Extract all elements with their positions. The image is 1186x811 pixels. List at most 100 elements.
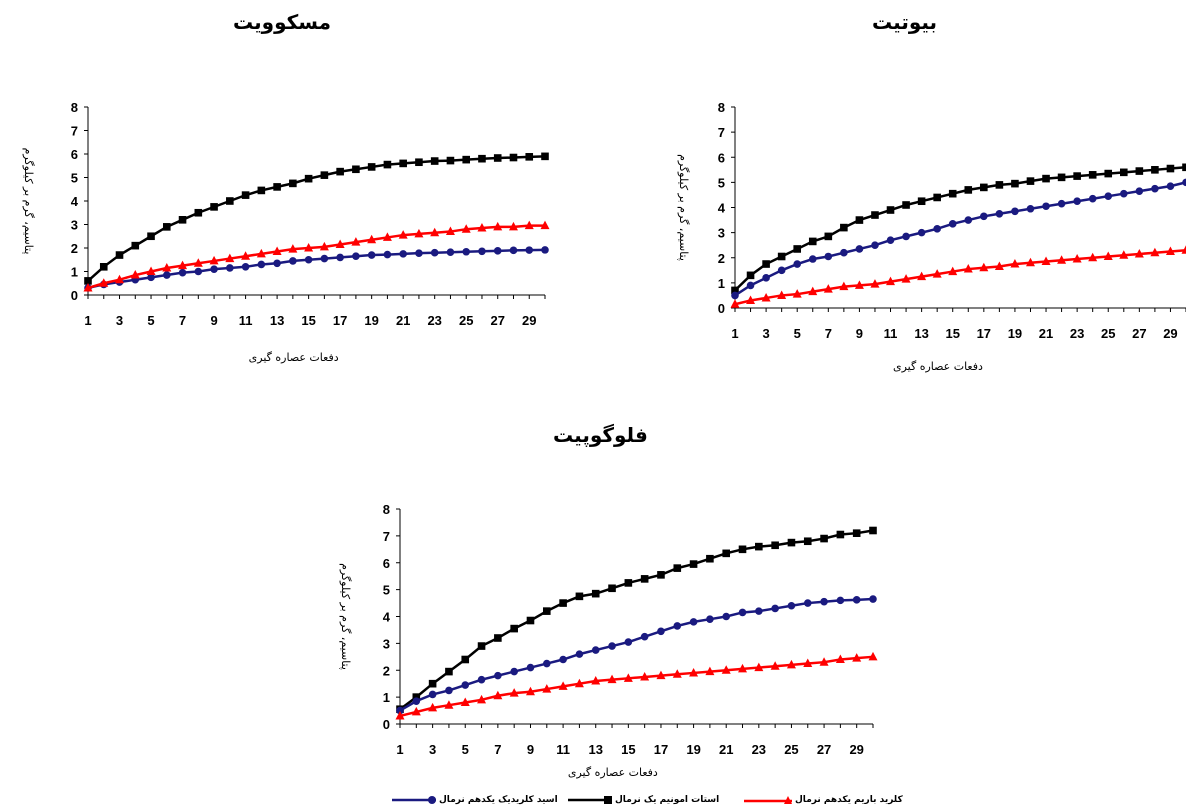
data-point-ammonium xyxy=(803,537,812,546)
data-point-ammonium xyxy=(162,223,171,231)
data-point-ammonium xyxy=(689,560,698,568)
data-point-ammonium xyxy=(933,193,941,202)
data-point-bacl2 xyxy=(823,284,833,293)
data-point-ammonium xyxy=(948,189,957,198)
x-tick-label: 15 xyxy=(945,326,959,341)
data-point-ammonium xyxy=(241,191,250,199)
data-point-bacl2 xyxy=(917,271,927,281)
data-point-hcl xyxy=(689,618,698,626)
x-tick-label: 3 xyxy=(762,326,769,341)
data-point-ammonium xyxy=(673,564,682,572)
data-point-hcl xyxy=(461,681,470,689)
data-point-ammonium xyxy=(430,157,439,165)
data-point-hcl xyxy=(257,260,266,269)
data-point-ammonium xyxy=(304,174,313,183)
x-tick-label: 15 xyxy=(301,313,315,328)
data-point-ammonium xyxy=(738,545,747,554)
data-point-hcl xyxy=(509,246,518,255)
data-point-bacl2 xyxy=(209,255,219,265)
data-point-hcl xyxy=(808,255,817,263)
data-point-hcl xyxy=(162,271,171,279)
y-tick-label: 5 xyxy=(383,583,390,598)
data-point-bacl2 xyxy=(607,674,617,684)
data-point-ammonium xyxy=(1104,169,1113,178)
y-tick-label: 7 xyxy=(71,124,78,139)
data-point-hcl xyxy=(673,622,682,630)
data-point-hcl xyxy=(1135,187,1144,195)
x-tick-label: 5 xyxy=(147,313,154,328)
legend-triangle-marker-icon xyxy=(744,796,792,804)
data-point-hcl xyxy=(762,274,770,282)
data-point-ammonium xyxy=(510,624,518,633)
data-point-bacl2 xyxy=(395,710,405,720)
x-axis-label: دفعات عصاره گیری xyxy=(568,766,658,779)
x-axis-label: دفعات عصاره گیری xyxy=(893,360,983,373)
data-point-bacl2 xyxy=(770,661,780,670)
data-point-ammonium xyxy=(1135,167,1144,175)
data-point-bacl2 xyxy=(792,289,802,298)
data-point-hcl xyxy=(178,268,187,277)
x-tick-label: 27 xyxy=(490,313,504,328)
data-point-ammonium xyxy=(1088,171,1097,179)
data-point-bacl2 xyxy=(477,694,487,704)
data-point-hcl xyxy=(793,260,802,268)
data-point-bacl2 xyxy=(761,292,771,302)
data-point-ammonium xyxy=(320,171,329,179)
data-point-bacl2 xyxy=(319,241,329,251)
data-point-ammonium xyxy=(542,607,551,615)
data-point-bacl2 xyxy=(854,280,864,289)
data-point-ammonium xyxy=(824,232,833,241)
data-point-bacl2 xyxy=(542,684,552,693)
data-point-ammonium xyxy=(1182,163,1186,172)
data-point-hcl xyxy=(1119,189,1128,198)
data-point-bacl2 xyxy=(414,228,424,238)
data-point-hcl xyxy=(948,220,957,228)
data-point-hcl xyxy=(591,646,600,654)
data-point-ammonium xyxy=(840,223,848,232)
data-point-hcl xyxy=(657,627,665,636)
data-point-ammonium xyxy=(1011,179,1019,188)
data-point-bacl2 xyxy=(460,697,470,706)
x-tick-label: 25 xyxy=(459,313,473,328)
data-point-hcl xyxy=(320,254,329,263)
data-point-bacl2 xyxy=(1041,256,1051,266)
legend-label-bacl2: کلرید باریم یکدهم نرمال xyxy=(795,795,903,805)
data-point-ammonium xyxy=(477,642,486,650)
data-point-bacl2 xyxy=(241,251,251,260)
data-point-ammonium xyxy=(980,183,988,192)
data-point-ammonium xyxy=(808,237,817,246)
data-point-hcl xyxy=(917,228,926,237)
data-point-bacl2 xyxy=(335,239,345,248)
data-point-hcl xyxy=(771,604,779,613)
data-point-hcl xyxy=(706,615,714,623)
y-tick-label: 5 xyxy=(718,175,725,190)
data-point-ammonium xyxy=(445,667,453,676)
data-point-hcl xyxy=(526,663,535,672)
data-point-hcl xyxy=(559,655,567,664)
y-tick-label: 1 xyxy=(718,276,725,291)
data-point-ammonium xyxy=(178,216,187,224)
data-point-bacl2 xyxy=(178,260,188,270)
chart-title-muscovite: مسکوویت xyxy=(233,10,332,34)
data-point-bacl2 xyxy=(130,270,140,279)
data-point-ammonium xyxy=(591,589,600,598)
data-point-bacl2 xyxy=(932,269,942,278)
data-point-bacl2 xyxy=(1165,246,1175,255)
x-tick-label: 17 xyxy=(654,742,668,757)
legend-square-marker-icon xyxy=(568,796,612,804)
data-point-bacl2 xyxy=(868,651,878,661)
data-point-bacl2 xyxy=(509,688,519,697)
data-point-hcl xyxy=(1151,184,1159,193)
data-point-ammonium xyxy=(412,693,421,701)
data-point-hcl xyxy=(1057,199,1066,208)
data-point-ammonium xyxy=(762,260,770,268)
data-point-ammonium xyxy=(869,526,877,535)
data-point-hcl xyxy=(336,253,344,262)
data-point-ammonium xyxy=(964,186,973,194)
x-tick-label: 19 xyxy=(1008,326,1022,341)
x-tick-label: 25 xyxy=(784,742,798,757)
x-axis-label: دفعات عصاره گیری xyxy=(249,351,339,364)
data-point-bacl2 xyxy=(777,290,787,299)
